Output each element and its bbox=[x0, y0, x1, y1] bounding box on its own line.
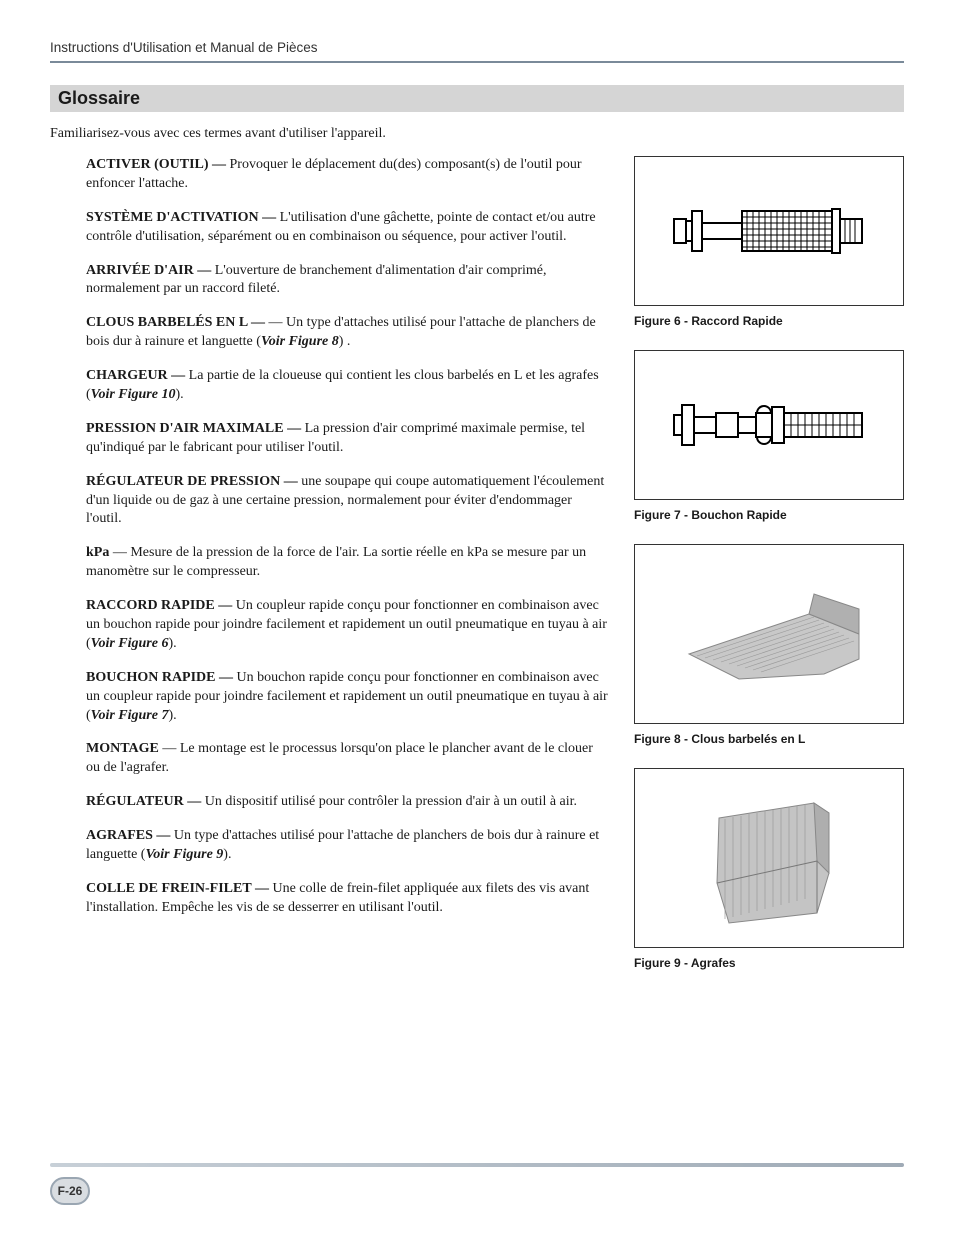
glossary-entry: CHARGEUR — La partie de la cloueuse qui … bbox=[86, 367, 610, 405]
term: RÉGULATEUR — bbox=[86, 794, 201, 809]
figures-column: Figure 6 - Raccord Rapide bbox=[634, 156, 904, 992]
definition-tail: ). bbox=[168, 636, 176, 651]
header-rule bbox=[50, 61, 904, 63]
glossary-entry: PRESSION D'AIR MAXIMALE — La pression d'… bbox=[86, 420, 610, 458]
glossary-entry: SYSTÈME D'ACTIVATION — L'utilisation d'u… bbox=[86, 209, 610, 247]
glossary-entry: ARRIVÉE D'AIR — L'ouverture de brancheme… bbox=[86, 262, 610, 300]
figure-6: Figure 6 - Raccord Rapide bbox=[634, 156, 904, 328]
figure-6-caption: Figure 6 - Raccord Rapide bbox=[634, 314, 904, 328]
term: RÉGULATEUR DE PRESSION — bbox=[86, 474, 298, 489]
figure-7-caption: Figure 7 - Bouchon Rapide bbox=[634, 508, 904, 522]
definition-tail: ). bbox=[175, 387, 183, 402]
figure-7: Figure 7 - Bouchon Rapide bbox=[634, 350, 904, 522]
definition: — Le montage est le processus lorsqu'on … bbox=[86, 741, 593, 775]
term: AGRAFES — bbox=[86, 828, 170, 843]
definition: — Mesure de la pression de la force de l… bbox=[86, 545, 586, 579]
definition-tail: ). bbox=[168, 708, 176, 723]
figure-9: Figure 9 - Agrafes bbox=[634, 768, 904, 970]
glossary-entry: AGRAFES — Un type d'attaches utilisé pou… bbox=[86, 827, 610, 865]
page-footer: F-26 bbox=[50, 1163, 904, 1205]
term: COLLE DE FREIN-FILET — bbox=[86, 881, 269, 896]
page-number-badge: F-26 bbox=[50, 1177, 90, 1205]
term: ACTIVER (OUTIL) — bbox=[86, 157, 226, 172]
quick-plug-icon bbox=[669, 385, 869, 465]
figure-ref: Voir Figure 7 bbox=[91, 708, 169, 723]
glossary-entry: CLOUS BARBELÉS EN L — — Un type d'attach… bbox=[86, 314, 610, 352]
intro-text: Familiarisez-vous avec ces termes avant … bbox=[50, 126, 904, 142]
figure-ref: Voir Figure 10 bbox=[91, 387, 176, 402]
term: PRESSION D'AIR MAXIMALE — bbox=[86, 421, 301, 436]
doc-header: Instructions d'Utilisation et Manual de … bbox=[50, 40, 904, 61]
figure-ref: Voir Figure 9 bbox=[145, 847, 223, 862]
term: RACCORD RAPIDE — bbox=[86, 598, 232, 613]
l-cleats-icon bbox=[659, 564, 879, 704]
staples-icon bbox=[669, 783, 869, 933]
figure-ref: Voir Figure 6 bbox=[91, 636, 169, 651]
definition-tail: ) . bbox=[339, 334, 351, 349]
glossary-column: ACTIVER (OUTIL) — Provoquer le déplaceme… bbox=[50, 156, 610, 992]
definition-tail: ). bbox=[223, 847, 231, 862]
glossary-entry: BOUCHON RAPIDE — Un bouchon rapide conçu… bbox=[86, 669, 610, 726]
glossary-entry: kPa — Mesure de la pression de la force … bbox=[86, 544, 610, 582]
glossary-entry: ACTIVER (OUTIL) — Provoquer le déplaceme… bbox=[86, 156, 610, 194]
term: CLOUS BARBELÉS EN L — bbox=[86, 315, 265, 330]
figure-8-caption: Figure 8 - Clous barbelés en L bbox=[634, 732, 904, 746]
term: kPa bbox=[86, 545, 109, 560]
figure-6-image bbox=[634, 156, 904, 306]
glossary-entry: RÉGULATEUR — Un dispositif utilisé pour … bbox=[86, 793, 610, 812]
term: SYSTÈME D'ACTIVATION — bbox=[86, 210, 280, 225]
term: ARRIVÉE D'AIR — bbox=[86, 263, 215, 278]
content-row: ACTIVER (OUTIL) — Provoquer le déplaceme… bbox=[50, 156, 904, 992]
figure-9-image bbox=[634, 768, 904, 948]
glossary-entry: COLLE DE FREIN-FILET — Une colle de frei… bbox=[86, 880, 610, 918]
footer-rule bbox=[50, 1163, 904, 1167]
quick-coupler-icon bbox=[669, 191, 869, 271]
figure-9-caption: Figure 9 - Agrafes bbox=[634, 956, 904, 970]
term: MONTAGE bbox=[86, 741, 159, 756]
definition: Un dispositif utilisé pour contrôler la … bbox=[201, 794, 577, 809]
figure-ref: Voir Figure 8 bbox=[261, 334, 339, 349]
figure-8: Figure 8 - Clous barbelés en L bbox=[634, 544, 904, 746]
section-title-glossaire: Glossaire bbox=[50, 85, 904, 112]
glossary-entry: RACCORD RAPIDE — Un coupleur rapide conç… bbox=[86, 597, 610, 654]
figure-7-image bbox=[634, 350, 904, 500]
term: CHARGEUR — bbox=[86, 368, 185, 383]
figure-8-image bbox=[634, 544, 904, 724]
glossary-entry: MONTAGE — Le montage est le processus lo… bbox=[86, 740, 610, 778]
glossary-entry: RÉGULATEUR DE PRESSION — une soupape qui… bbox=[86, 473, 610, 530]
term: BOUCHON RAPIDE — bbox=[86, 670, 233, 685]
